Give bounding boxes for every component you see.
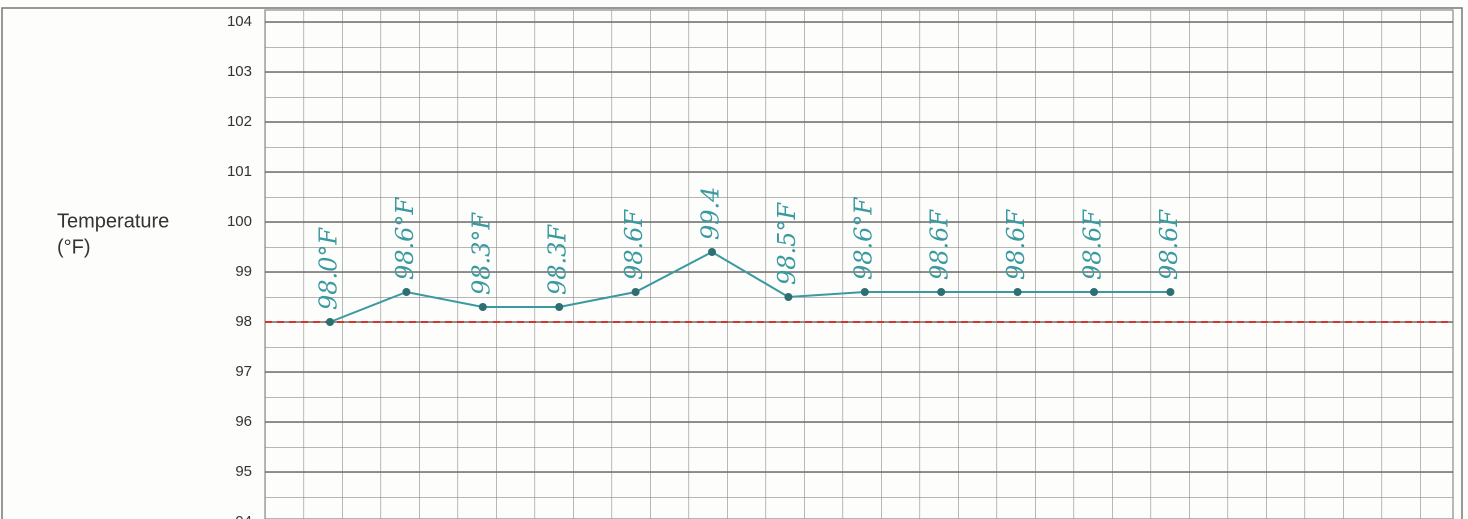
value-label: 98.5°F	[773, 202, 801, 285]
value-label: 98.3F	[544, 224, 572, 295]
data-point	[632, 288, 640, 296]
value-label: 99.4	[697, 187, 725, 240]
y-label: Temperature	[57, 210, 169, 232]
data-point	[326, 318, 334, 326]
y-tick-label: 100	[227, 213, 252, 230]
data-point	[1014, 288, 1022, 296]
y-tick-label: 103	[227, 63, 252, 80]
y-tick-label: 99	[235, 263, 252, 280]
data-point	[555, 303, 563, 311]
value-label: 98.6F	[1002, 209, 1030, 280]
data-point	[784, 293, 792, 301]
y-tick-label: 101	[227, 163, 252, 180]
y-tick-label: 96	[235, 413, 252, 430]
y-tick-label: 104	[227, 13, 252, 30]
value-label: 98.6F	[926, 209, 954, 280]
y-tick-label: 94	[235, 513, 252, 519]
y-tick-label: 95	[235, 463, 252, 480]
value-label: 98.3°F	[467, 212, 495, 295]
value-label: 98.6°F	[849, 197, 877, 280]
value-label: 98.6F	[1079, 209, 1107, 280]
y-tick-label: 97	[235, 363, 252, 380]
y-tick-label: 98	[235, 313, 252, 330]
value-label: 98.6°F	[391, 197, 419, 280]
y-label: (°F)	[57, 236, 91, 258]
data-point	[861, 288, 869, 296]
y-tick-label: 102	[227, 113, 252, 130]
data-point	[479, 303, 487, 311]
value-label: 98.6F	[1155, 209, 1183, 280]
data-point	[708, 248, 716, 256]
value-label: 98.0°F	[315, 227, 343, 310]
value-label: 98.6F	[620, 209, 648, 280]
data-point	[1166, 288, 1174, 296]
data-point	[402, 288, 410, 296]
page: {"chart_data": {"type": "line", "y_label…	[0, 0, 1468, 519]
data-point	[937, 288, 945, 296]
data-point	[1090, 288, 1098, 296]
chart: Temperature (°F) 94 95 96 97 98 99 100 101 102 10…	[0, 0, 1468, 519]
